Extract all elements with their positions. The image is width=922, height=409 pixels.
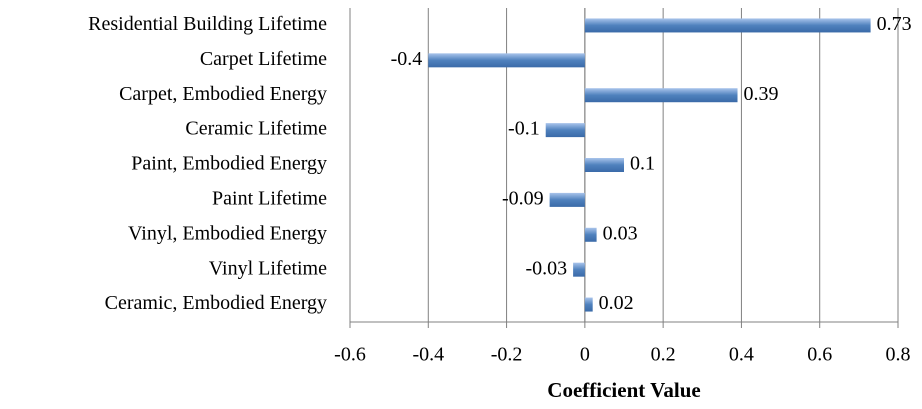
x-tick-label: 0.6 [807,344,832,366]
x-tick-label: -0.6 [334,344,366,366]
y-tick-label: Vinyl, Embodied Energy [128,222,327,244]
y-tick-label: Vinyl Lifetime [209,257,327,279]
value-label: -0.03 [525,257,567,279]
bar [428,53,585,68]
y-tick-label: Paint, Embodied Energy [131,153,327,175]
bar [584,227,597,242]
value-label: 0.39 [744,83,779,105]
y-tick-label: Paint Lifetime [212,187,327,209]
bar [545,123,585,138]
bar [584,88,738,103]
y-tick-label: Residential Building Lifetime [88,13,327,35]
value-label: -0.09 [502,187,544,209]
x-tick-label: 0.2 [651,344,676,366]
x-tick-label: 0 [580,344,590,366]
x-tick-label: 0.8 [886,344,911,366]
y-tick-label: Carpet Lifetime [200,48,327,70]
value-label: 0.1 [630,153,655,175]
value-label: 0.02 [599,292,634,314]
y-tick-label: Ceramic Lifetime [185,118,327,140]
value-label: 0.03 [603,222,638,244]
bar [549,192,585,207]
y-tick-label: Ceramic, Embodied Energy [105,292,327,314]
x-tick-label: -0.4 [412,344,444,366]
value-label: -0.1 [508,118,540,140]
value-label: -0.4 [391,48,423,70]
y-tick-label: Carpet, Embodied Energy [119,83,327,105]
bar [584,18,871,33]
x-tick-label: -0.2 [491,344,523,366]
x-axis-title: Coefficient Value [547,378,700,402]
x-tick-label: 0.4 [729,344,754,366]
value-label: 0.73 [877,13,912,35]
bar [584,158,624,172]
bar [584,297,593,312]
bar [573,262,585,277]
